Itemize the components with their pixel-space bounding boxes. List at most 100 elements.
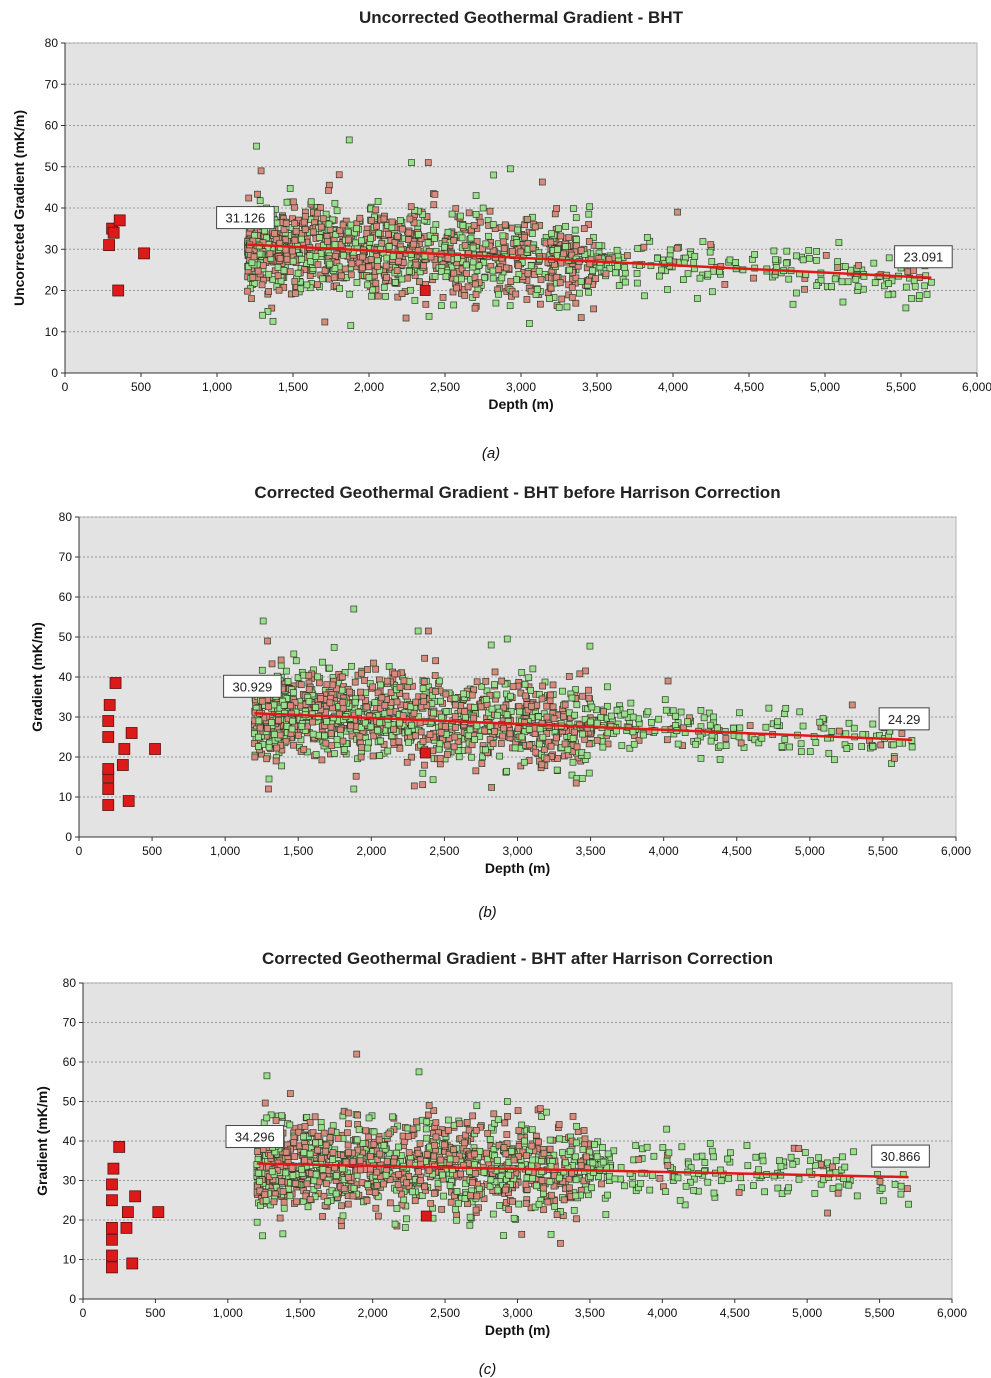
- data-point: [482, 696, 490, 703]
- data-point: [585, 210, 593, 218]
- data-point: [841, 263, 849, 270]
- data-point: [566, 266, 573, 274]
- data-point: [564, 746, 572, 754]
- data-point: [789, 300, 797, 308]
- data-point: [351, 678, 359, 686]
- data-point: [696, 274, 704, 282]
- data-point: [553, 1211, 561, 1219]
- data-point: [573, 743, 581, 751]
- data-point: [330, 274, 338, 282]
- data-point: [785, 1184, 792, 1192]
- data-point: [280, 1204, 288, 1212]
- data-point: [400, 1196, 408, 1204]
- data-point: [439, 1171, 446, 1179]
- data-point: [314, 1146, 322, 1154]
- data-point: [363, 230, 371, 237]
- data-point: [553, 273, 561, 281]
- trend-start-label: 31.126: [226, 211, 266, 226]
- data-point: [372, 665, 380, 673]
- data-point: [297, 285, 305, 293]
- data-point: [276, 255, 284, 262]
- y-tick-label: 10: [45, 325, 59, 339]
- data-point: [323, 1180, 330, 1187]
- x-tick-label: 1,000: [202, 380, 232, 394]
- data-point: [449, 288, 457, 296]
- data-point: [444, 228, 452, 236]
- data-point: [698, 1152, 706, 1160]
- data-point: [374, 726, 381, 734]
- data-point: [268, 719, 275, 726]
- data-point: [486, 1136, 494, 1143]
- data-point: [465, 731, 473, 739]
- data-point: [352, 239, 359, 247]
- x-tick-label: 2,500: [430, 380, 460, 394]
- outlier-point: [507, 165, 514, 173]
- data-point: [345, 1149, 352, 1156]
- data-point: [391, 1220, 399, 1228]
- outlier-point: [263, 1072, 271, 1080]
- data-point: [503, 711, 511, 719]
- data-point: [255, 743, 262, 750]
- data-point: [446, 1155, 454, 1163]
- data-point: [543, 713, 551, 721]
- shallow-data-point: [116, 759, 129, 771]
- data-point: [778, 743, 786, 750]
- data-point: [634, 245, 642, 252]
- data-point: [736, 709, 743, 717]
- data-point: [480, 274, 488, 282]
- data-point: [897, 1190, 905, 1198]
- data-point: [674, 740, 682, 748]
- data-point: [523, 1152, 530, 1160]
- data-point: [498, 677, 506, 685]
- data-point: [870, 259, 878, 267]
- data-point: [585, 769, 593, 777]
- data-point: [521, 680, 529, 688]
- data-point: [354, 1111, 361, 1119]
- data-point: [328, 742, 336, 749]
- data-point: [640, 243, 648, 251]
- data-point: [307, 198, 315, 206]
- data-point: [367, 256, 375, 263]
- data-point: [419, 769, 427, 777]
- data-point: [416, 278, 423, 286]
- y-tick-label: 80: [59, 510, 73, 524]
- outlier-point: [408, 159, 415, 166]
- data-point: [472, 280, 479, 288]
- data-point: [372, 279, 380, 287]
- data-point: [284, 678, 292, 685]
- shallow-data-point: [138, 247, 150, 260]
- data-point: [306, 1196, 314, 1203]
- data-point: [710, 1189, 718, 1197]
- data-point: [258, 666, 266, 674]
- data-point: [543, 702, 551, 710]
- data-point: [690, 1187, 697, 1194]
- x-tick-label: 5,500: [886, 380, 916, 394]
- data-point: [793, 252, 800, 260]
- data-point: [347, 271, 355, 279]
- data-point: [256, 250, 264, 258]
- data-point: [282, 1148, 290, 1156]
- y-tick-label: 60: [45, 119, 59, 133]
- figure-caption: (c): [479, 1361, 497, 1378]
- data-point: [829, 1163, 836, 1171]
- data-point: [562, 223, 569, 230]
- data-point: [835, 239, 843, 247]
- x-tick-label: 5,500: [868, 844, 898, 858]
- y-axis-label: Uncorrected Gradient (mK/m): [11, 110, 27, 306]
- data-point: [490, 1110, 498, 1118]
- data-point: [250, 253, 258, 261]
- data-point: [570, 1206, 578, 1214]
- data-point: [358, 669, 365, 677]
- data-point: [291, 278, 299, 285]
- data-point: [514, 1107, 522, 1114]
- data-point: [489, 274, 497, 282]
- x-tick-label: 5,500: [865, 1306, 895, 1320]
- data-point: [332, 231, 340, 238]
- data-point: [268, 660, 276, 668]
- data-point: [345, 1174, 352, 1181]
- outlier-point: [347, 322, 355, 329]
- y-tick-label: 50: [45, 160, 59, 174]
- data-point: [656, 272, 663, 280]
- x-axis-label: Depth (m): [485, 1322, 550, 1338]
- outlier-point: [350, 785, 358, 793]
